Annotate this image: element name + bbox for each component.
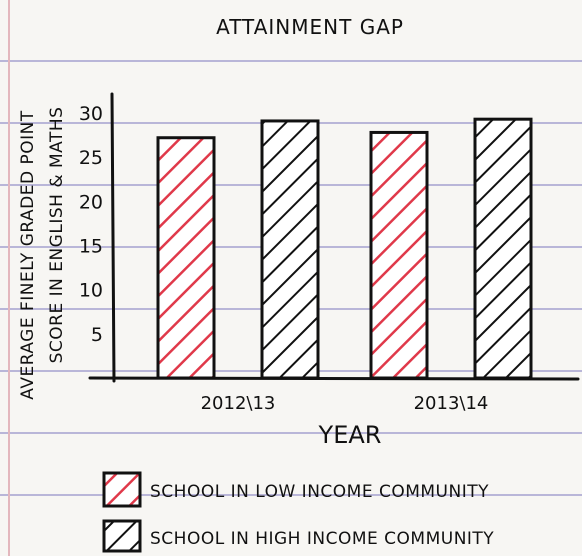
legend-label-low-income: SCHOOL IN LOW INCOME COMMUNITY [150, 482, 489, 502]
legend-label-high-income: SCHOOL IN HIGH INCOME COMMUNITY [150, 529, 494, 549]
x-axis-categories: 2012\13 2013\14 [201, 393, 489, 414]
bar-high-income-1 [260, 119, 320, 380]
y-axis-label-line-1: AVERAGE FINELY GRADED POINT [18, 110, 38, 400]
x-tick-label: 2013\14 [414, 393, 489, 414]
y-axis-label-line-2: SCORE IN ENGLISH & MATHS [47, 107, 67, 364]
y-axis-line [110, 92, 116, 383]
notebook-margin-line [8, 0, 10, 556]
x-axis-label: YEAR [318, 421, 382, 449]
x-tick-label: 2012\13 [201, 393, 276, 414]
x-axis-line [88, 376, 580, 381]
y-tick-label: 20 [79, 191, 103, 213]
legend: SCHOOL IN LOW INCOME COMMUNITY SCHOOL IN… [102, 471, 494, 553]
legend-swatch-high-income [102, 519, 142, 553]
legend-item-high-income: SCHOOL IN HIGH INCOME COMMUNITY [102, 519, 494, 553]
y-tick-label: 5 [91, 324, 103, 346]
y-tick-label: 15 [79, 236, 103, 258]
chart-title: ATTAINMENT GAP [216, 15, 404, 39]
y-tick-label: 10 [79, 280, 103, 302]
bar-low-income-1 [156, 136, 216, 380]
bar-low-income-2 [369, 130, 429, 380]
legend-swatch-low-income [102, 471, 142, 508]
legend-item-low-income: SCHOOL IN LOW INCOME COMMUNITY [102, 471, 489, 508]
bar-high-income-2 [473, 117, 533, 380]
y-tick-label: 25 [79, 147, 103, 169]
y-axis-label: AVERAGE FINELY GRADED POINT SCORE IN ENG… [18, 107, 67, 400]
y-tick-label: 30 [79, 103, 103, 125]
y-axis-ticks: 5 10 15 20 25 30 [79, 103, 103, 346]
bars [156, 117, 533, 380]
